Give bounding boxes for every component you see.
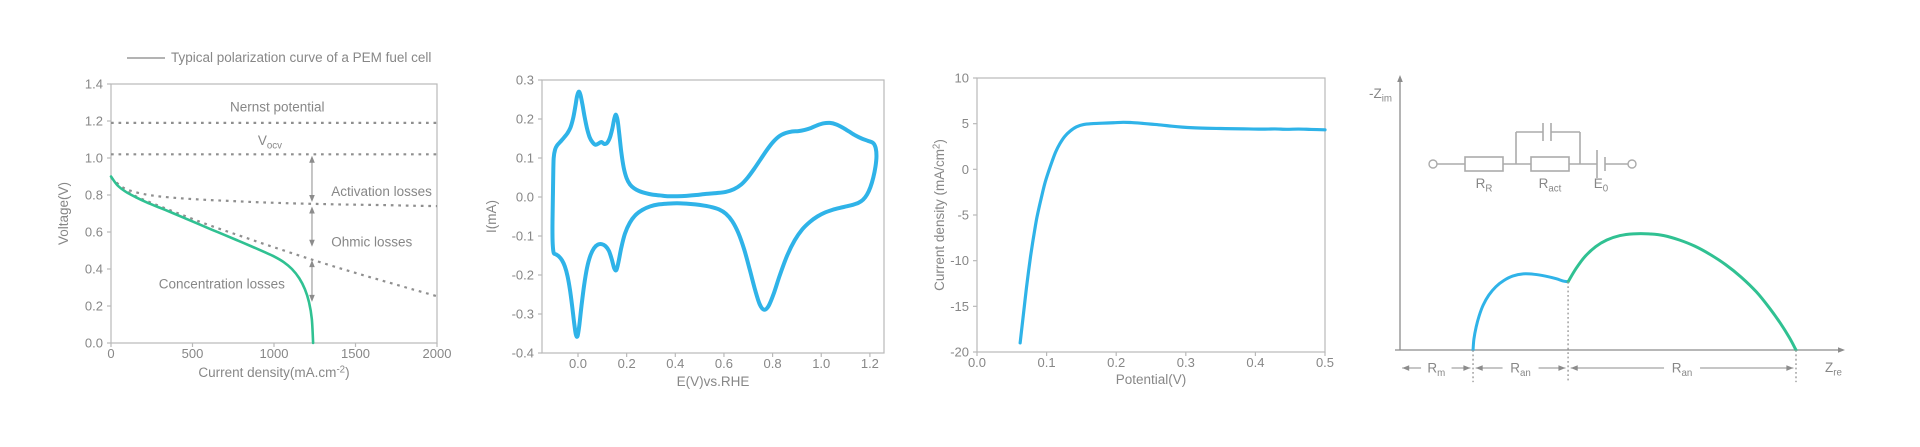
- nyquist-eis-chart: -Zim Zre Rm Ran Ran RR Ract E0: [1369, 75, 1845, 383]
- svg-text:0: 0: [962, 162, 969, 177]
- svg-text:0.3: 0.3: [516, 73, 534, 88]
- svg-text:0.4: 0.4: [85, 262, 103, 277]
- svg-text:5: 5: [962, 116, 969, 131]
- svg-text:0.0: 0.0: [968, 355, 986, 370]
- svg-text:Activation losses: Activation losses: [331, 184, 432, 199]
- svg-text:E(V)vs.RHE: E(V)vs.RHE: [677, 374, 750, 389]
- svg-text:Ohmic losses: Ohmic losses: [331, 235, 412, 250]
- svg-text:1.2: 1.2: [861, 356, 879, 371]
- svg-text:RR: RR: [1476, 176, 1493, 195]
- svg-text:Voltage(V): Voltage(V): [56, 182, 71, 245]
- svg-text:0.3: 0.3: [1177, 355, 1195, 370]
- svg-text:1.4: 1.4: [85, 77, 103, 92]
- svg-text:0: 0: [107, 346, 114, 361]
- svg-text:Potential(V): Potential(V): [1116, 372, 1187, 387]
- svg-text:Typical polarization curve of: Typical polarization curve of a PEM fuel…: [171, 50, 431, 65]
- cyclic-voltammetry-chart: 0.0 0.2 0.4 0.6 0.8 1.0 1.2 -0.4 -0.3 -0.2 -0.1 0.0…: [484, 73, 885, 389]
- svg-text:0.0: 0.0: [85, 336, 103, 351]
- svg-text:-0.3: -0.3: [512, 307, 534, 322]
- svg-text:0.2: 0.2: [85, 299, 103, 314]
- svg-text:0.1: 0.1: [1038, 355, 1056, 370]
- svg-text:1.2: 1.2: [85, 114, 103, 129]
- svg-text:500: 500: [182, 346, 204, 361]
- svg-text:0.0: 0.0: [569, 356, 587, 371]
- svg-text:0.4: 0.4: [666, 356, 684, 371]
- lsv-current-density-chart: 0.0 0.1 0.2 0.3 0.4 0.5 -20 -15 -10 -5 0 5 10 Potenti…: [932, 71, 1335, 388]
- svg-text:E0: E0: [1594, 176, 1609, 195]
- svg-text:Ran: Ran: [1672, 361, 1693, 380]
- svg-text:-0.2: -0.2: [512, 268, 534, 283]
- svg-text:Ran: Ran: [1510, 361, 1531, 380]
- svg-text:0.8: 0.8: [764, 356, 782, 371]
- svg-text:0.0: 0.0: [516, 190, 534, 205]
- svg-text:-20: -20: [950, 345, 969, 360]
- svg-text:0.4: 0.4: [1246, 355, 1264, 370]
- svg-text:Current density(mA.cm-2): Current density(mA.cm-2): [198, 365, 349, 381]
- svg-text:1.0: 1.0: [85, 151, 103, 166]
- svg-text:-0.1: -0.1: [512, 229, 534, 244]
- svg-text:Nernst potential: Nernst potential: [230, 100, 325, 115]
- svg-text:0.6: 0.6: [85, 225, 103, 240]
- svg-text:1000: 1000: [260, 346, 289, 361]
- svg-text:0.5: 0.5: [1316, 355, 1334, 370]
- svg-text:Ract: Ract: [1539, 176, 1562, 195]
- svg-text:Zre: Zre: [1825, 360, 1842, 379]
- svg-text:0.8: 0.8: [85, 188, 103, 203]
- svg-text:0.2: 0.2: [618, 356, 636, 371]
- svg-text:-10: -10: [950, 253, 969, 268]
- svg-text:10: 10: [955, 71, 969, 86]
- svg-text:1.0: 1.0: [812, 356, 830, 371]
- svg-text:Vocv: Vocv: [258, 133, 282, 152]
- svg-text:Concentration losses: Concentration losses: [159, 277, 285, 292]
- svg-text:1500: 1500: [341, 346, 370, 361]
- svg-text:-15: -15: [950, 299, 969, 314]
- svg-text:0.6: 0.6: [715, 356, 733, 371]
- svg-text:-Zim: -Zim: [1369, 86, 1392, 105]
- svg-text:2000: 2000: [423, 346, 452, 361]
- svg-text:I(mA): I(mA): [484, 200, 499, 233]
- svg-text:-0.4: -0.4: [512, 346, 534, 361]
- svg-text:0.2: 0.2: [1107, 355, 1125, 370]
- svg-text:0.2: 0.2: [516, 112, 534, 127]
- svg-text:0.1: 0.1: [516, 151, 534, 166]
- svg-text:Rm: Rm: [1427, 361, 1445, 380]
- pem-polarization-chart: 0 500 1000 1500 2000 0.0 0.2 0.4 0.6 0.8 1.0 1.2 1.4…: [56, 50, 452, 381]
- svg-text:-5: -5: [957, 208, 969, 223]
- svg-text:Current density (mA/cm2): Current density (mA/cm2): [932, 139, 948, 291]
